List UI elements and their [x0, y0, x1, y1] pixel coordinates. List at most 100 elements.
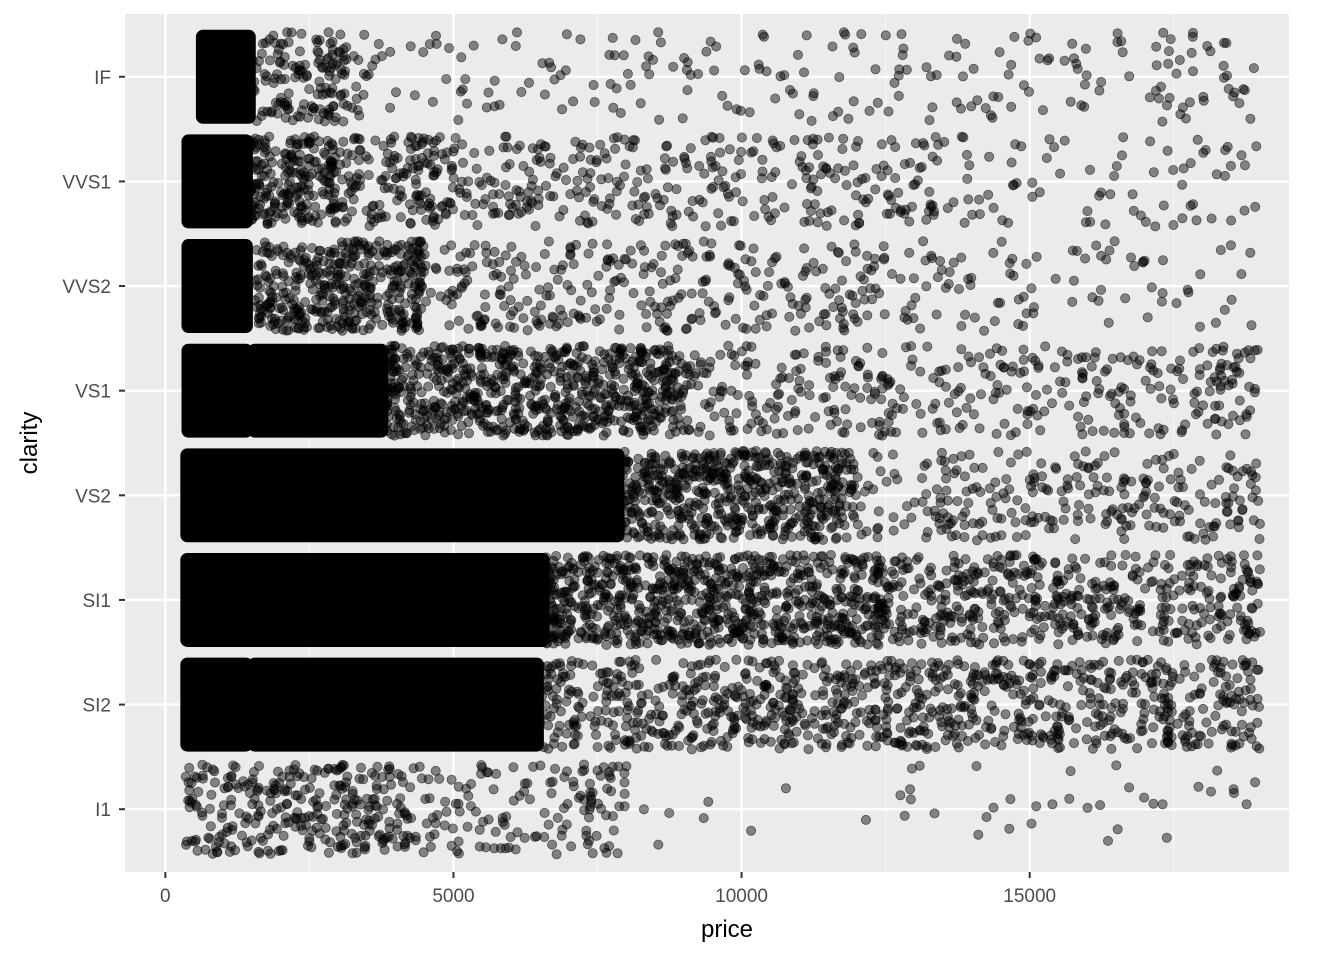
data-point	[603, 623, 612, 632]
data-point	[391, 354, 400, 363]
data-point	[777, 363, 786, 372]
data-point	[428, 97, 437, 106]
data-point	[1036, 426, 1045, 435]
data-point	[663, 506, 672, 515]
data-point	[1095, 86, 1104, 95]
data-point	[716, 350, 725, 359]
data-point	[651, 189, 660, 198]
data-point	[583, 355, 592, 364]
data-point	[604, 255, 613, 264]
data-point	[1224, 464, 1233, 473]
data-point	[458, 158, 467, 167]
data-point	[1037, 459, 1046, 468]
data-point	[1164, 59, 1173, 68]
data-point	[1183, 285, 1192, 294]
data-point	[417, 399, 426, 408]
data-point	[932, 310, 941, 319]
data-point	[945, 267, 954, 276]
data-point	[299, 325, 308, 334]
data-point	[1022, 383, 1031, 392]
data-point	[975, 195, 984, 204]
data-point	[1097, 188, 1106, 197]
data-point	[928, 152, 937, 161]
data-point	[899, 44, 908, 53]
data-point	[656, 578, 665, 587]
data-point	[966, 280, 975, 289]
data-point	[586, 155, 595, 164]
data-point	[498, 355, 507, 364]
data-point	[1007, 367, 1016, 376]
data-point	[495, 190, 504, 199]
data-point	[358, 310, 367, 319]
data-point	[989, 639, 998, 648]
data-point	[616, 600, 625, 609]
data-point	[498, 403, 507, 412]
data-point	[844, 448, 853, 457]
data-point	[497, 414, 506, 423]
data-point	[1166, 35, 1175, 44]
data-point	[874, 640, 883, 649]
data-point	[1096, 558, 1105, 567]
data-point	[532, 359, 541, 368]
data-point	[661, 395, 670, 404]
data-point	[964, 195, 973, 204]
data-point	[714, 209, 723, 218]
data-point	[853, 136, 862, 145]
data-point	[545, 159, 554, 168]
data-point	[414, 166, 423, 175]
data-point	[902, 502, 911, 511]
data-point	[780, 616, 789, 625]
data-point	[691, 498, 700, 507]
data-point	[918, 497, 927, 506]
data-point	[993, 513, 1002, 522]
data-point	[1081, 447, 1090, 456]
data-point	[796, 565, 805, 574]
data-point	[745, 108, 754, 117]
data-point	[726, 261, 735, 270]
data-point	[853, 473, 862, 482]
data-point	[701, 604, 710, 613]
data-point	[1087, 362, 1096, 371]
data-point	[649, 553, 658, 562]
data-point	[1235, 396, 1244, 405]
data-point	[696, 422, 705, 431]
data-point	[761, 483, 770, 492]
data-point	[790, 619, 799, 628]
data-point	[326, 321, 335, 330]
data-point	[683, 557, 692, 566]
data-point	[1084, 415, 1093, 424]
data-point	[605, 294, 614, 303]
data-point	[260, 238, 269, 247]
data-point	[1237, 151, 1246, 160]
data-point	[695, 533, 704, 542]
data-point	[689, 620, 698, 629]
data-point	[631, 563, 640, 572]
data-point	[733, 390, 742, 399]
data-point	[805, 391, 814, 400]
data-point	[1028, 178, 1037, 187]
data-point	[1224, 499, 1233, 508]
data-point	[1227, 295, 1236, 304]
data-point	[649, 603, 658, 612]
data-point	[715, 505, 724, 514]
data-point	[675, 494, 684, 503]
data-point	[479, 200, 488, 209]
data-point	[454, 383, 463, 392]
data-point	[813, 218, 822, 227]
data-point	[504, 396, 513, 405]
data-point	[1007, 158, 1016, 167]
data-point	[351, 238, 360, 247]
data-point	[650, 302, 659, 311]
data-point	[864, 481, 873, 490]
data-point	[1220, 171, 1229, 180]
data-point	[976, 390, 985, 399]
data-point	[1145, 521, 1154, 530]
data-point	[269, 31, 278, 40]
data-point	[965, 450, 974, 459]
data-point	[782, 601, 791, 610]
data-point	[950, 390, 959, 399]
data-point	[1065, 401, 1074, 410]
data-point	[612, 629, 621, 638]
data-point	[448, 205, 457, 214]
